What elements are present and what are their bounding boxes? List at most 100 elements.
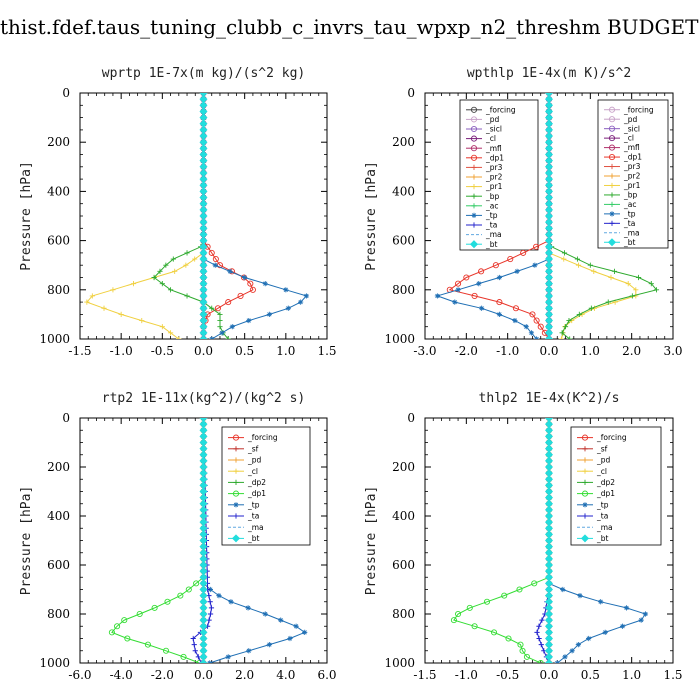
legend-item: _pr2 <box>466 173 503 182</box>
legend-marker <box>469 240 479 249</box>
data-point <box>591 268 597 274</box>
legend-label: _tp <box>247 500 260 509</box>
legend-label: _dp1 <box>247 489 266 498</box>
data-point <box>184 250 190 256</box>
y-tick-label: 600 <box>47 234 70 248</box>
legend-marker <box>471 184 477 190</box>
legend-marker <box>609 192 615 198</box>
legend-label: _tp <box>623 209 636 218</box>
x-tick-label: 4.0 <box>276 668 295 682</box>
data-point <box>247 280 254 287</box>
legend-item: _ma <box>466 230 502 239</box>
data-point <box>512 305 519 312</box>
data-point <box>208 249 215 256</box>
data-point <box>519 647 526 654</box>
legend-label: _pr2 <box>623 172 641 181</box>
x-tick-label: 0.0 <box>194 668 213 682</box>
data-point <box>576 311 582 317</box>
legend-label: _tp <box>596 500 609 509</box>
data-point <box>176 336 182 339</box>
data-point <box>293 623 299 629</box>
data-point <box>118 311 124 317</box>
legend-label: _cl <box>623 134 634 143</box>
legend-label: _cl <box>247 467 258 476</box>
data-point <box>523 324 529 330</box>
legend-marker <box>231 534 241 543</box>
data-point <box>560 586 566 593</box>
legend-label: _dp1 <box>623 153 642 162</box>
data-point <box>278 617 284 623</box>
data-point <box>455 280 462 287</box>
series-line <box>453 418 550 663</box>
y-tick-label: 200 <box>47 135 70 149</box>
panel-title: wprtp 1E-7x(m kg)/(s^2 kg) <box>102 66 306 81</box>
y-axis-label: Pressure [hPa] <box>19 161 34 271</box>
legend-item: _dp1 <box>604 153 642 162</box>
y-tick-label: 400 <box>47 509 70 523</box>
series_bp <box>151 93 231 339</box>
data-point <box>588 305 594 311</box>
series_bt <box>199 418 208 663</box>
data-point <box>544 658 554 663</box>
data-point <box>533 243 540 250</box>
data-point <box>262 281 268 287</box>
legend-item: _pr2 <box>604 172 641 181</box>
x-tick-label: 0.5 <box>235 344 254 358</box>
data-point <box>207 611 214 617</box>
data-point <box>191 642 197 648</box>
legend-marker <box>582 479 588 485</box>
legend-label: _ta <box>623 219 635 228</box>
legend-marker <box>470 116 478 123</box>
legend-item: _tp <box>466 211 498 220</box>
data-point <box>217 324 223 330</box>
legend-item: _dp2 <box>577 478 615 487</box>
data-point <box>529 311 536 318</box>
x-tick-label: -1.5 <box>68 344 91 358</box>
x-tick-label: -2.0 <box>151 668 174 682</box>
legend-marker <box>581 490 589 497</box>
series-group <box>108 418 308 663</box>
data-point <box>544 334 554 339</box>
legend-label: _dp2 <box>247 478 266 487</box>
data-point <box>283 287 289 293</box>
series_dp1 <box>108 418 207 663</box>
data-point <box>207 660 213 663</box>
data-point <box>199 334 208 339</box>
data-point <box>625 281 631 287</box>
legend-item: _tp <box>228 500 260 509</box>
data-point <box>455 287 461 293</box>
data-point <box>496 274 502 281</box>
data-point <box>225 336 231 339</box>
legend-marker <box>608 106 616 113</box>
legend-item: _ta <box>228 512 259 521</box>
legend-item: _ma <box>577 523 613 532</box>
data-point <box>192 256 198 262</box>
data-point <box>208 605 215 611</box>
data-point <box>196 659 203 663</box>
data-point <box>532 262 538 268</box>
x-tick-label: -1.0 <box>496 344 519 358</box>
legend: _forcing _sf _pd _cl _dp2 _dp1 _tp _ta _ma _bt <box>570 426 662 546</box>
legend-marker <box>233 479 239 485</box>
legend-marker <box>471 193 477 199</box>
data-point <box>144 641 151 648</box>
legend-marker <box>609 220 615 226</box>
y-axis-label: Pressure [hPa] <box>19 486 34 596</box>
y-tick-label: 400 <box>392 184 415 198</box>
panel-title: thlp2 1E-4x(K^2)/s <box>479 391 620 406</box>
legend-item: _sicl <box>466 125 502 134</box>
data-point <box>159 324 165 330</box>
series-group <box>84 93 310 339</box>
data-point <box>193 580 200 587</box>
x-tick-label: -4.0 <box>110 668 133 682</box>
data-point <box>471 292 478 300</box>
x-tick-label: -3.0 <box>413 344 436 358</box>
x-tick-label: -1.0 <box>455 668 478 682</box>
legend-item: _sicl <box>604 124 640 133</box>
legend-item: _ma <box>228 523 264 532</box>
legend-label: _dp1 <box>596 489 615 498</box>
data-point <box>629 293 635 299</box>
legend-marker <box>608 144 616 151</box>
legend-label: _pr3 <box>485 163 503 172</box>
y-tick-label: 400 <box>392 509 415 523</box>
